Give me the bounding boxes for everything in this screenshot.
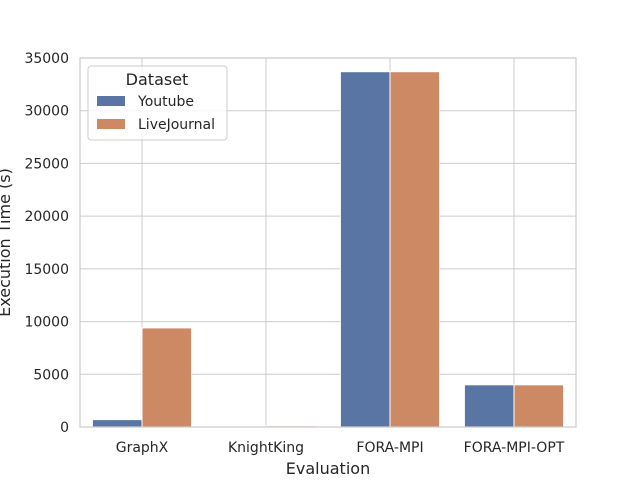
bar-youtube	[91, 419, 143, 428]
x-tick-label: FORA-MPI-OPT	[464, 440, 565, 456]
bar-livejournal	[141, 327, 193, 428]
bar-livejournal	[513, 384, 565, 428]
legend-swatch-youtube	[97, 96, 125, 106]
x-tick-labels: GraphX KnightKing FORA-MPI FORA-MPI-OPT	[116, 440, 565, 456]
y-tick-labels: 0 5000 10000 15000 20000 25000 30000 35000	[24, 51, 69, 436]
x-tick-label: KnightKing	[228, 440, 304, 456]
bars	[91, 71, 565, 428]
plot-frame	[79, 57, 577, 428]
bar-youtube	[339, 71, 391, 428]
legend-title: Dataset	[126, 70, 189, 89]
x-axis-label: Evaluation	[286, 459, 370, 478]
y-tick-label: 35000	[24, 51, 69, 67]
y-tick-label: 10000	[24, 315, 69, 331]
y-tick-label: 20000	[24, 209, 69, 225]
bar-livejournal	[389, 71, 441, 428]
y-tick-label: 25000	[24, 156, 69, 172]
x-tick-label: GraphX	[116, 440, 169, 456]
y-tick-label: 5000	[33, 367, 69, 383]
legend-label-livejournal: LiveJournal	[138, 117, 215, 133]
x-tick-label: FORA-MPI	[356, 440, 423, 456]
bar-youtube	[463, 384, 515, 428]
legend-entries: Youtube LiveJournal	[97, 94, 215, 133]
y-tick-label: 0	[60, 420, 69, 436]
y-axis-label: Execution Time (s)	[0, 168, 14, 317]
y-tick-label: 15000	[24, 262, 69, 278]
legend-swatch-livejournal	[97, 119, 125, 129]
legend: Dataset Youtube LiveJournal	[87, 65, 228, 141]
legend-label-youtube: Youtube	[137, 94, 194, 110]
y-tick-label: 30000	[24, 104, 69, 120]
